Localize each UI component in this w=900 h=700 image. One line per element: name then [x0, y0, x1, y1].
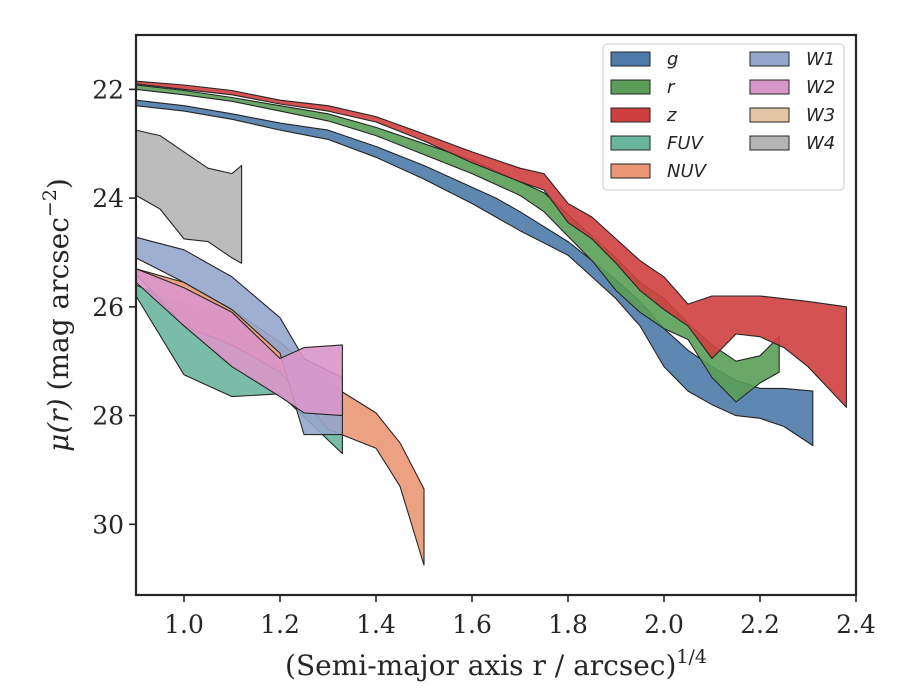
x-axis-label-text: (Semi-major axis r / arcsec)	[285, 649, 676, 682]
legend-label-w1: W1	[806, 49, 835, 70]
x-tick-label: 1.4	[356, 610, 396, 639]
x-tick-label: 1.8	[548, 610, 588, 639]
legend-swatch-w1	[749, 51, 790, 67]
y-tick-label: 30	[92, 510, 124, 539]
y-axis-label-units: (mag arcsec	[42, 217, 75, 390]
band-g	[135, 99, 814, 447]
plot-frame	[134, 33, 858, 597]
y-axis-label-close: )	[42, 178, 75, 189]
legend-label-fuv: FUV	[667, 133, 705, 154]
y-tick-label: 26	[92, 293, 124, 322]
legend-label-nuv: NUV	[667, 161, 708, 182]
legend-swatch-w4	[749, 135, 790, 151]
x-tick-label: 2.0	[644, 610, 684, 639]
legend-swatch-w2	[749, 79, 790, 95]
band-z	[135, 80, 847, 408]
y-tick-label: 28	[92, 402, 124, 431]
legend-swatch-g	[610, 51, 651, 67]
legend-swatch-z	[610, 107, 651, 123]
legend-swatch-nuv	[610, 163, 651, 179]
x-tick-label: 1.6	[452, 610, 492, 639]
y-tick-label: 24	[92, 184, 124, 213]
legend-label-w4: W4	[806, 133, 835, 154]
y-axis: 22 24 26 28 30	[92, 75, 136, 539]
x-axis-label: (Semi-major axis r / arcsec)1/4	[285, 646, 707, 682]
x-axis-label-exponent: 1/4	[676, 646, 707, 668]
band-w4	[135, 129, 243, 264]
data-bands	[135, 80, 847, 566]
y-axis-label-exponent: −2	[39, 189, 61, 217]
legend-swatch-r	[610, 79, 651, 95]
legend-label-z: z	[666, 105, 677, 126]
x-axis: 1.0 1.2 1.4 1.6 1.8 2.0 2.2 2.4	[164, 595, 876, 639]
y-tick-label: 22	[92, 75, 124, 104]
x-tick-label: 1.2	[260, 610, 300, 639]
band-w2	[135, 268, 343, 417]
y-axis-label: μ(r) (mag arcsec−2)	[39, 178, 75, 452]
legend-label-w2: W2	[806, 77, 835, 98]
x-tick-label: 2.4	[836, 610, 876, 639]
legend-label-r: r	[667, 77, 676, 98]
x-tick-label: 2.2	[740, 610, 780, 639]
legend-label-w3: W3	[806, 105, 835, 126]
legend: grz FUV NUV W1 W2 W3 W4	[602, 43, 845, 191]
y-axis-label-mu: μ(r)	[42, 398, 75, 451]
legend-swatch-fuv	[610, 135, 651, 151]
legend-label-g: g	[667, 49, 678, 70]
legend-swatch-w3	[749, 107, 790, 123]
x-tick-label: 1.0	[164, 610, 204, 639]
